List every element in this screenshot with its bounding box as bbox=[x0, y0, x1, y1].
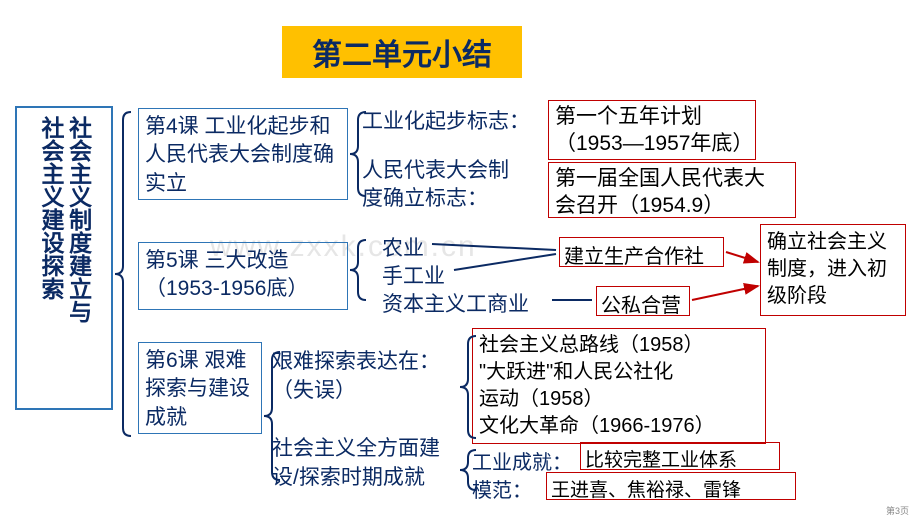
l6-industry: 比较完整工业体系 bbox=[580, 442, 780, 470]
l6-sub1: 艰难探索表达在： （失误） bbox=[272, 347, 440, 406]
unit-title: 第二单元小结 bbox=[282, 26, 522, 78]
l5-sub2: 手工业 bbox=[382, 260, 445, 290]
l4-sub2: 人民代表大会制 度确立标志： bbox=[362, 157, 509, 214]
l6-errors: 社会主义总路线（1958） "大跃进"和人民公社化 运动（1958） 文化大革命… bbox=[472, 328, 766, 444]
l4-answer2: 第一届全国人民代表大 会召开（1954.9） bbox=[548, 162, 796, 218]
l6-ind-label: 工业成就： bbox=[472, 446, 572, 475]
l5-sub3: 资本主义工商业 bbox=[382, 288, 529, 318]
l5-result: 确立社会主义制度，进入初级阶段 bbox=[760, 224, 906, 316]
l5-sub1: 农业 bbox=[382, 232, 424, 262]
l6-model-label: 模范： bbox=[472, 474, 532, 503]
l6-sub2: 社会主义全方面建 设/探索时期成就 bbox=[272, 434, 440, 493]
page-number: 第3页 bbox=[886, 504, 909, 517]
l5-coop: 建立生产合作社 bbox=[559, 237, 724, 267]
root-topic: 社会主义制度建立与 社会主义建设探索 bbox=[15, 106, 113, 410]
l4-sub1: 工业化起步标志： bbox=[362, 108, 530, 136]
root-line2: 社会主义建设探索 bbox=[36, 116, 64, 300]
lesson5-box: 第5课 三大改造 （1953-1956底） bbox=[138, 242, 348, 310]
l6-models: 王进喜、焦裕禄、雷锋 bbox=[546, 472, 796, 500]
l5-mix: 公私合营 bbox=[596, 286, 690, 316]
lesson4-box: 第4课 工业化起步和人民代表大会制度确实立 bbox=[138, 108, 348, 200]
l4-answer1: 第一个五年计划 （1953—1957年底） bbox=[548, 100, 756, 160]
lesson6-box: 第6课 艰难探索与建设成就 bbox=[138, 342, 262, 434]
root-line1: 社会主义制度建立与 bbox=[64, 116, 92, 323]
